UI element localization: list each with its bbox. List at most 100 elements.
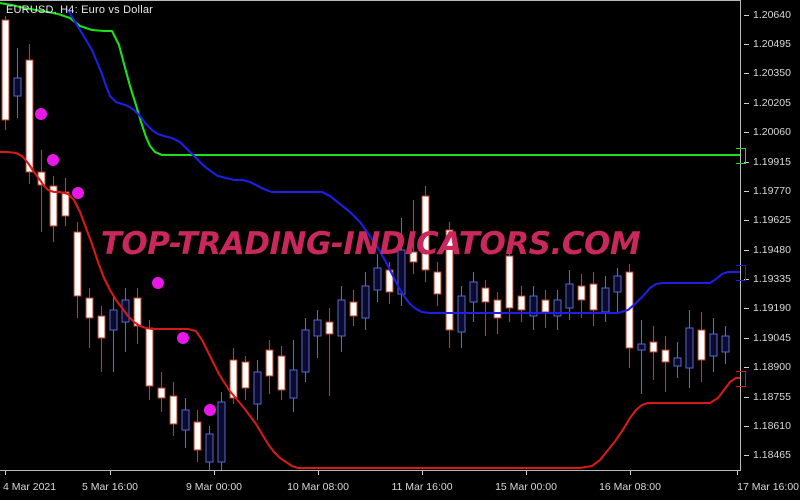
candle-body — [697, 329, 706, 361]
candle-body — [505, 255, 514, 309]
price-axis-tick — [744, 455, 749, 457]
watermark-text: TOP-TRADING-INDICATORS.COM — [100, 226, 641, 262]
candle-body — [337, 299, 346, 337]
candle-body — [589, 283, 598, 311]
candle-body — [529, 295, 538, 317]
price-axis-label: 1.19915 — [753, 155, 791, 168]
candle-body — [469, 281, 478, 303]
price-axis-label: 1.19335 — [753, 273, 791, 286]
price-axis-tick — [744, 279, 749, 281]
candle-body — [613, 275, 622, 293]
candle-body — [289, 369, 298, 399]
signal-dot — [177, 332, 189, 344]
price-axis-label: 1.19190 — [753, 302, 791, 315]
candle-body — [217, 401, 226, 463]
price-axis-label: 1.20060 — [753, 126, 791, 139]
candle-body — [577, 285, 586, 301]
candle-body — [109, 309, 118, 331]
candle-body — [13, 77, 22, 97]
candle-body — [205, 433, 214, 463]
price-axis-label: 1.20495 — [753, 37, 791, 50]
candle-body — [85, 297, 94, 319]
candle-body — [481, 287, 490, 303]
price-axis-tick — [744, 43, 749, 45]
candle-body — [229, 359, 238, 399]
signal-dot-series — [35, 108, 216, 416]
candle-body — [541, 299, 550, 313]
candle-body — [397, 249, 406, 295]
candle-body — [673, 357, 682, 367]
price-axis-label: 1.20350 — [753, 67, 791, 80]
time-axis-label: 4 Mar 2021 — [3, 481, 57, 493]
candle-body — [433, 271, 442, 295]
time-axis-tick — [737, 470, 738, 475]
signal-dot — [72, 187, 84, 199]
price-axis[interactable]: 1.20640 1.20495 1.20350 1.20205 1.20060 1.199… — [741, 0, 800, 470]
candle-body — [409, 251, 418, 263]
price-axis-label: 1.18610 — [753, 420, 791, 433]
candle-body — [61, 191, 70, 217]
candle-body — [565, 283, 574, 309]
time-axis-label: 16 Mar 08:00 — [599, 481, 661, 493]
plot-border-right — [740, 0, 741, 471]
time-axis-label: 5 Mar 16:00 — [81, 481, 139, 493]
chart-plot-area[interactable]: TOP-TRADING-INDICATORS.COM — [0, 0, 741, 470]
price-axis-label: 1.19770 — [753, 184, 791, 197]
price-axis-tick — [744, 73, 749, 75]
candle-body — [49, 185, 58, 227]
signal-dot — [35, 108, 47, 120]
time-axis-tick — [630, 470, 631, 475]
candle-body — [193, 421, 202, 451]
candle-body — [553, 299, 562, 317]
time-axis-label: 17 Mar 16:00 — [737, 481, 799, 493]
candle-body — [181, 409, 190, 431]
chart-svg-layer — [0, 1, 741, 470]
price-axis-label: 1.20640 — [753, 8, 791, 21]
signal-dot — [47, 154, 59, 166]
candle-body — [421, 195, 430, 271]
indicator-line-upper-band-blue — [66, 8, 741, 315]
time-axis-tick — [526, 470, 527, 475]
candlestick-series — [1, 16, 730, 470]
candle-body — [253, 371, 262, 405]
price-axis-tick — [744, 220, 749, 222]
signal-dot — [152, 277, 164, 289]
candle-body — [241, 361, 250, 389]
candle-body — [721, 335, 730, 353]
time-axis-tick — [422, 470, 423, 475]
candle-body — [265, 349, 274, 377]
price-axis-tick — [744, 337, 749, 339]
candle-body — [73, 231, 82, 297]
indicator-line-upper-band-green — [0, 1, 741, 157]
candle-body — [649, 341, 658, 353]
price-axis-label: 1.18755 — [753, 390, 791, 403]
price-axis-tick — [744, 396, 749, 398]
candle-body — [301, 329, 310, 373]
time-axis-label: 15 Mar 00:00 — [495, 481, 557, 493]
signal-dot — [204, 404, 216, 416]
candle-body — [601, 287, 610, 313]
time-axis-label: 10 Mar 08:00 — [287, 481, 349, 493]
price-axis-tick — [744, 102, 749, 104]
time-axis[interactable]: 4 Mar 2021 5 Mar 16:00 9 Mar 00:00 10 Mar 0… — [0, 470, 800, 500]
price-axis-label: 1.18465 — [753, 449, 791, 462]
candle-body — [637, 343, 646, 351]
price-axis-tick — [744, 249, 749, 251]
price-axis-tick — [744, 14, 749, 16]
price-axis-label: 1.19625 — [753, 214, 791, 227]
time-axis-label: 11 Mar 16:00 — [391, 481, 453, 493]
price-axis-tick — [744, 426, 749, 428]
price-axis-label: 1.18900 — [753, 361, 791, 374]
blue-band-tag — [736, 265, 746, 281]
time-axis-tick — [318, 470, 319, 475]
candle-body — [685, 327, 694, 369]
time-axis-tick — [110, 470, 111, 475]
candle-body — [361, 285, 370, 319]
candle-body — [325, 321, 334, 335]
plot-border-bottom — [0, 470, 741, 471]
green-band-tag — [736, 148, 746, 164]
candle-body — [145, 327, 154, 387]
price-axis-tick — [744, 367, 749, 369]
candle-body — [1, 19, 10, 121]
